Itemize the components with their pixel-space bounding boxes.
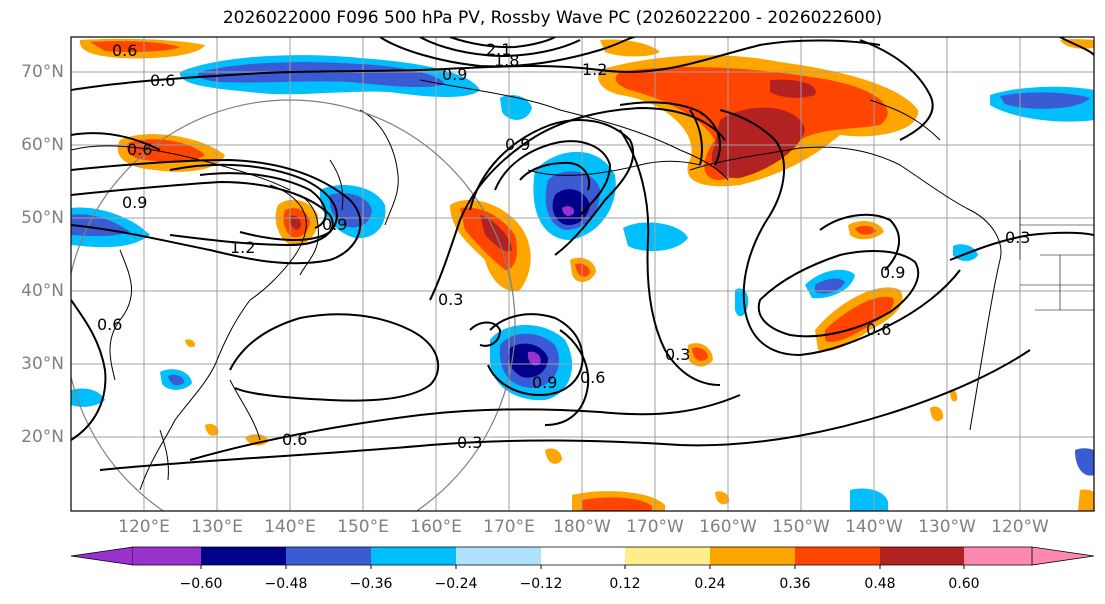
colorbar-tick: 0.24 xyxy=(694,576,726,592)
lon-label-140w: 140°W xyxy=(845,517,903,537)
range-circle xyxy=(71,99,516,511)
lon-label-160w: 160°W xyxy=(699,517,757,537)
map-title: 2026022000 F096 500 hPa PV, Rossby Wave … xyxy=(222,8,883,28)
contour-label: 0.3 xyxy=(665,345,690,364)
lon-label-120w: 120°W xyxy=(991,517,1049,537)
lon-label-170e: 170°E xyxy=(483,517,535,537)
lon-label-140e: 140°E xyxy=(264,517,316,537)
borders xyxy=(1019,160,1094,311)
contour-label: 0.6 xyxy=(282,430,307,449)
colorbar-tick: −0.60 xyxy=(179,576,223,592)
contour-label: 0.9 xyxy=(122,193,147,212)
colorbar xyxy=(70,546,1095,569)
lon-label-120e: 120°E xyxy=(118,517,170,537)
colorbar-extend-max xyxy=(1031,546,1095,566)
lon-label-180w: 180°W xyxy=(553,517,611,537)
contour-label: 0.3 xyxy=(457,433,482,452)
contour-label: 0.6 xyxy=(150,71,175,90)
colorbar-tick: −0.24 xyxy=(434,576,478,592)
lon-label-160e: 160°E xyxy=(410,517,462,537)
colorbar-extend-min xyxy=(70,546,134,566)
contour-label: 0.9 xyxy=(442,65,467,84)
colorbar-tick: −0.12 xyxy=(519,576,563,592)
contour-label: 0.3 xyxy=(438,290,463,309)
positive-anomaly-alaska-peak xyxy=(711,107,805,179)
lat-label-30: 30°N xyxy=(21,354,64,374)
contour-label: 0.9 xyxy=(532,373,557,392)
lon-label-170w: 170°W xyxy=(626,517,684,537)
contour-label: 0.9 xyxy=(505,135,530,154)
colorbar-tick: 0.36 xyxy=(779,576,811,592)
lon-label-150w: 150°W xyxy=(772,517,830,537)
contour-label-group: 0.6 0.6 0.6 0.9 1.2 2.1 1.8 1.2 0.9 0.9 … xyxy=(97,40,1030,452)
contour-label: 0.6 xyxy=(580,368,605,387)
lon-label-130e: 130°E xyxy=(191,517,243,537)
lon-label-130w: 130°W xyxy=(918,517,976,537)
colorbar-tick: 0.12 xyxy=(609,576,641,592)
lat-label-50: 50°N xyxy=(21,208,64,228)
colorbar-tick: −0.48 xyxy=(264,576,308,592)
lat-label-60: 60°N xyxy=(21,135,64,155)
contour-label: 0.9 xyxy=(322,215,347,234)
lat-label-40: 40°N xyxy=(21,281,64,301)
contour-label: 0.9 xyxy=(880,263,905,282)
colorbar-tick: −0.36 xyxy=(349,576,393,592)
map-frame xyxy=(70,36,1095,512)
lat-label-70: 70°N xyxy=(21,62,64,82)
contour-label: 0.6 xyxy=(97,315,122,334)
colorbar-tick: 0.60 xyxy=(948,576,980,592)
contour-label: 1.8 xyxy=(494,51,519,70)
contour-label: 1.2 xyxy=(582,60,607,79)
contour-label: 0.3 xyxy=(1005,228,1030,247)
contour-label: 0.6 xyxy=(112,41,137,60)
lat-label-20: 20°N xyxy=(21,427,64,447)
contour-label: 1.2 xyxy=(230,238,255,257)
contour-label: 0.6 xyxy=(127,140,152,159)
colorbar-tick: 0.48 xyxy=(864,576,896,592)
pv-contours xyxy=(71,37,1094,471)
contour-label: 0.6 xyxy=(866,320,891,339)
contour-label: 2.1 xyxy=(486,40,511,59)
lon-label-150e: 150°E xyxy=(337,517,389,537)
coastlines xyxy=(71,79,1002,491)
